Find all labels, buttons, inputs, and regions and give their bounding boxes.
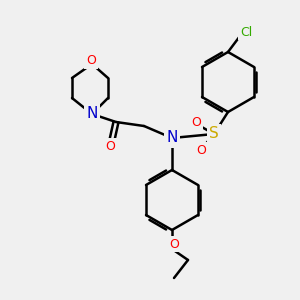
Text: O: O <box>86 55 96 68</box>
Text: O: O <box>105 140 115 152</box>
Text: N: N <box>86 106 98 122</box>
Text: O: O <box>196 143 206 157</box>
Text: N: N <box>166 130 178 146</box>
Text: O: O <box>191 116 201 130</box>
Text: Cl: Cl <box>240 26 252 38</box>
Text: S: S <box>209 127 219 142</box>
Text: O: O <box>169 238 179 250</box>
